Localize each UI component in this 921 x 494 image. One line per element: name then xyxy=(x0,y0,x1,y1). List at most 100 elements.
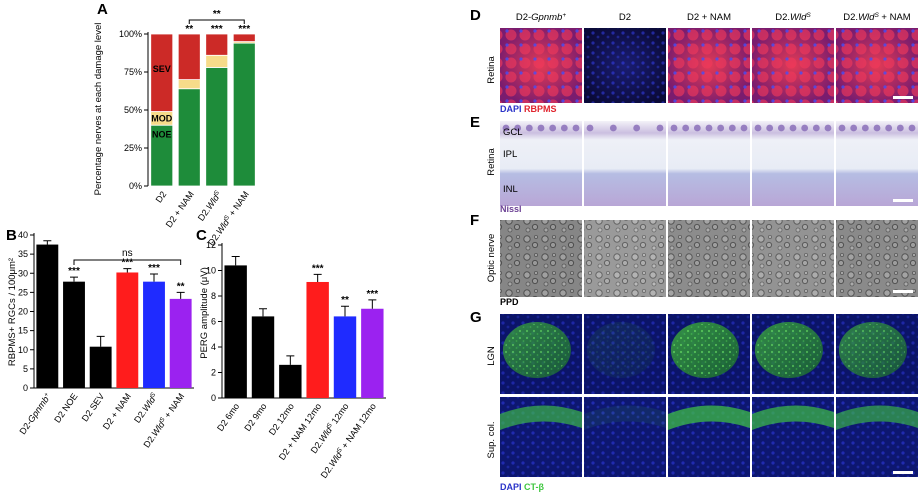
c-ytick-label: 2 xyxy=(211,368,216,378)
c-sig-label: ** xyxy=(341,295,349,306)
panel-a: A Percentage nerves at each damage level… xyxy=(93,1,256,248)
panel-b-significance: ****** *****ns xyxy=(68,248,185,292)
c-errorbar-4 xyxy=(341,305,349,317)
b-bar-0 xyxy=(36,244,59,388)
ctb-stain-label: CT-β xyxy=(524,482,544,492)
a-bar-noe-3 xyxy=(232,42,256,187)
a-ytick-label: 100% xyxy=(119,29,142,39)
panel-c-bars xyxy=(224,255,384,398)
a-level-sev: SEV xyxy=(153,64,171,74)
panel-a-significance: ** *** ***** xyxy=(185,9,250,35)
panel-g-row-label-lgn: LGN xyxy=(486,346,497,366)
c-bar-5 xyxy=(361,308,384,398)
g-scale-bar xyxy=(893,471,913,474)
panel-e: E Retina GCL IPL INL Nissl xyxy=(470,114,918,214)
layer-label-ipl: IPL xyxy=(503,149,517,160)
b-ytick-label: 25 xyxy=(18,287,28,297)
a-sig-label: ** xyxy=(185,24,193,35)
a-bar-sev-0 xyxy=(150,33,174,112)
g-supcol-signal xyxy=(500,405,582,430)
c-errorbar-1 xyxy=(259,308,267,317)
b-ytick-label: 10 xyxy=(18,345,28,355)
a-bar-mod-2 xyxy=(205,54,229,68)
g-lgn-dots xyxy=(672,324,737,376)
panel-g-row-label-sup-col: Sup. col. xyxy=(486,422,497,459)
panel-e-letter: E xyxy=(470,114,480,131)
panel-d-row-label: Retina xyxy=(486,56,497,84)
a-sig-label: *** xyxy=(238,24,250,35)
panel-a-ylabel: Percentage nerves at each damage level xyxy=(93,23,104,196)
d-image-overlay xyxy=(836,28,918,103)
d-image-overlay xyxy=(752,28,834,103)
panel-b-axes: 0 5 10 15 20 25 30 35 40 xyxy=(18,230,194,393)
a-category-label: D2 xyxy=(154,189,169,204)
e-gcl-cells xyxy=(838,124,916,132)
b-ytick-label: 30 xyxy=(18,268,28,278)
c-ytick-label: 10 xyxy=(206,266,216,276)
b-sig-label: ** xyxy=(177,281,185,292)
panel-b-ylabel: RBPMS+ RGCs / 100μm² xyxy=(7,258,18,366)
e-image xyxy=(500,121,582,206)
b-category-label: D2-Gpnmb+ xyxy=(17,391,53,436)
c-bar-0 xyxy=(224,265,247,398)
c-bar-1 xyxy=(251,316,275,398)
g-lgn-dots xyxy=(756,324,821,376)
d-image-overlay xyxy=(668,28,750,103)
a-ytick-label: 50% xyxy=(124,105,142,115)
a-ytick-label: 0% xyxy=(129,181,142,191)
panel-a-letter: A xyxy=(97,1,108,18)
f-image-overlay xyxy=(584,220,666,297)
d-scale-bar xyxy=(893,96,913,99)
c-bar-2 xyxy=(279,364,302,398)
b-bar-5 xyxy=(169,298,192,388)
panel-d-stain-legend: DAPI RBPMS xyxy=(500,104,557,114)
a-bar-sev-1 xyxy=(177,33,201,80)
a-category-label: D2 + NAM xyxy=(164,189,196,229)
b-ytick-label: 20 xyxy=(18,307,28,317)
c-sig-label: *** xyxy=(366,289,378,300)
c-ytick-label: 8 xyxy=(211,291,216,301)
c-errorbar-2 xyxy=(286,355,295,365)
e-image xyxy=(584,121,666,206)
layer-label-inl: INL xyxy=(503,184,518,195)
d-image-overlay xyxy=(500,28,582,103)
c-bar-3 xyxy=(306,281,329,398)
a-ytick-label: 25% xyxy=(124,143,142,153)
b-errorbar-1 xyxy=(70,276,78,282)
e-gcl-cells xyxy=(670,124,748,132)
b-sig-label: *** xyxy=(148,263,160,274)
panel-a-level-labels: NOE MOD SEV xyxy=(151,64,172,139)
b-errorbar-2 xyxy=(96,335,105,347)
d-column-header: D2 + NAM xyxy=(687,12,731,23)
a-bar-sev-3 xyxy=(232,33,256,42)
g-supcol-image-overlay xyxy=(584,397,666,477)
a-bar-sev-2 xyxy=(205,33,229,56)
a-bar-noe-1 xyxy=(177,88,201,187)
c-sig-label: *** xyxy=(312,263,324,274)
e-image xyxy=(752,121,834,206)
b-category-label: D2 NOE xyxy=(52,391,79,424)
b-ns-label: ns xyxy=(122,248,133,259)
a-bracket xyxy=(188,19,245,24)
b-bar-1 xyxy=(63,281,85,388)
panel-a-axes: 0% 25% 50% 75% 100% xyxy=(119,29,149,191)
b-sig-label: *** xyxy=(68,266,80,277)
g-supcol-signal xyxy=(584,405,666,430)
panel-f: F Optic nerve PPD xyxy=(470,212,918,307)
b-sig-label: *** xyxy=(121,258,133,269)
panel-g: G LGN Sup. col. DAPI CT-β xyxy=(470,309,918,492)
panel-g-stain-legend: DAPI CT-β xyxy=(500,482,545,492)
panel-b-letter: B xyxy=(6,227,17,244)
dapi-stain-label-g: DAPI xyxy=(500,482,522,492)
a-ytick-label: 75% xyxy=(124,67,142,77)
b-ytick-label: 5 xyxy=(23,364,28,374)
b-category-label: D2 SEV xyxy=(80,391,107,423)
c-ytick-label: 6 xyxy=(211,317,216,327)
d-column-header: D2-Gpnmb+ xyxy=(516,12,566,24)
e-scale-bar xyxy=(893,199,913,202)
b-ytick-label: 40 xyxy=(18,230,28,240)
c-ytick-label: 4 xyxy=(211,342,216,352)
c-bar-4 xyxy=(333,316,357,398)
